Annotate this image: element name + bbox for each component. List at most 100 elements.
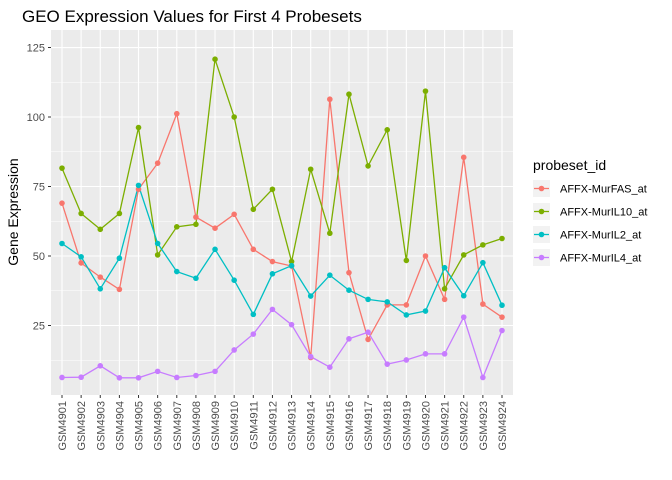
x-tick-label: GSM4905 (134, 401, 146, 451)
data-point (135, 124, 142, 131)
data-point (384, 361, 391, 367)
data-point (346, 336, 352, 342)
data-point (173, 224, 180, 230)
x-tick-label: GSM4917 (363, 401, 375, 451)
data-point (460, 252, 467, 258)
data-point (250, 246, 257, 253)
data-point (384, 126, 391, 133)
data-point (480, 259, 486, 266)
legend-label: AFFX-MurIL4_at (560, 253, 641, 265)
data-point (193, 372, 199, 379)
data-point (173, 110, 180, 117)
data-point (231, 114, 237, 120)
x-tick-label: GSM4916 (344, 401, 356, 451)
data-point (441, 264, 448, 271)
x-tick-label: GSM4922 (459, 401, 471, 451)
x-tick-label: GSM4911 (248, 401, 260, 450)
data-point (288, 321, 295, 328)
data-point (78, 210, 84, 217)
data-point (231, 277, 237, 283)
x-tick-label: GSM4909 (210, 401, 222, 451)
y-axis-title: Gene Expression (5, 158, 21, 265)
data-point (97, 226, 104, 233)
data-point (154, 368, 161, 375)
x-tick-label: GSM4906 (153, 401, 165, 451)
data-point (135, 374, 142, 381)
data-point (480, 301, 486, 307)
x-tick-label: GSM4904 (114, 401, 126, 451)
data-point (250, 331, 257, 337)
data-point (365, 296, 371, 303)
data-point (97, 363, 104, 369)
legend-key-point (538, 254, 545, 261)
legend-label: AFFX-MurIL10_at (560, 207, 647, 219)
data-point (499, 235, 505, 242)
data-point (116, 286, 123, 293)
major-gridlines (51, 30, 513, 395)
data-point (250, 311, 257, 318)
data-point (460, 292, 467, 299)
data-point (441, 351, 448, 357)
y-axis: 25 50 75 100 125 (27, 43, 51, 333)
series-line (61, 183, 503, 316)
data-point (288, 262, 295, 269)
data-point (173, 268, 180, 275)
data-point (288, 258, 295, 265)
data-point (403, 302, 410, 308)
data-point (327, 96, 333, 103)
legend-label: AFFX-MurFAS_at (560, 184, 647, 196)
data-point (480, 374, 486, 381)
series-layer (59, 56, 505, 381)
data-point (135, 182, 142, 189)
y-tick-label: 25 (33, 321, 45, 333)
legend-key-point (538, 185, 545, 192)
data-point (422, 253, 429, 259)
data-point (441, 296, 448, 303)
data-point (307, 166, 314, 173)
series-line (61, 99, 503, 358)
data-point (116, 255, 123, 262)
y-tick-label: 50 (33, 251, 45, 263)
data-point (384, 299, 391, 305)
series-line (61, 308, 503, 380)
data-point (59, 165, 65, 171)
data-point (307, 293, 314, 299)
data-point (59, 240, 65, 247)
data-point (193, 275, 199, 282)
data-point (59, 200, 65, 206)
series-line (61, 58, 503, 291)
data-point (499, 327, 505, 334)
data-point (193, 214, 199, 220)
data-point (135, 186, 142, 193)
data-point (269, 258, 276, 265)
data-point (499, 314, 505, 320)
data-point (154, 160, 161, 166)
data-point (154, 240, 161, 247)
data-point (422, 308, 429, 314)
data-point (480, 242, 486, 248)
data-point (269, 270, 276, 277)
data-point (116, 374, 123, 381)
data-point (250, 206, 257, 213)
data-point (460, 314, 467, 320)
data-point (346, 269, 352, 276)
data-point (231, 347, 237, 353)
data-point (365, 329, 371, 335)
x-axis: GSM4901 GSM4902 GSM4903 GSM4904 GSM4905 GSM49… (57, 395, 509, 451)
x-tick-label: GSM4914 (306, 401, 318, 451)
y-tick-label: 125 (27, 43, 45, 55)
data-point (441, 286, 448, 292)
data-point (365, 336, 371, 343)
x-tick-label: GSM4901 (57, 401, 69, 451)
x-tick-label: GSM4913 (287, 401, 299, 451)
x-tick-label: GSM4910 (229, 401, 241, 451)
data-point (78, 260, 84, 266)
x-tick-label: GSM4907 (172, 401, 184, 451)
data-point (346, 91, 352, 98)
chart-title: GEO Expression Values for First 4 Probes… (22, 7, 362, 26)
legend: probeset_id AFFX-MurFAS_at AFFX-MurIL10_a… (533, 157, 647, 266)
data-point (327, 230, 333, 237)
data-point (460, 154, 467, 161)
data-point (422, 88, 429, 94)
